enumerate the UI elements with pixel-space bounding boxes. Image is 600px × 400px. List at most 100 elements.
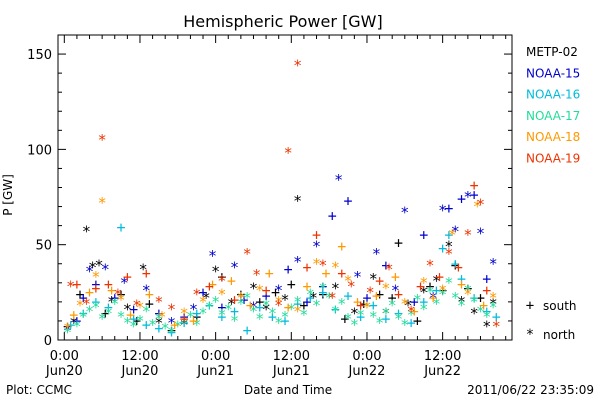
- data-point: +: [255, 299, 264, 317]
- legend-entry: NOAA-16: [526, 88, 580, 102]
- data-point: *: [211, 293, 220, 311]
- data-point: +: [419, 293, 428, 311]
- data-point: *: [312, 238, 321, 256]
- data-point: +: [419, 226, 428, 244]
- data-point: +: [287, 276, 296, 294]
- data-point: *: [79, 308, 88, 326]
- data-point: +: [180, 314, 189, 332]
- data-point: +: [239, 291, 248, 309]
- data-point: *: [331, 302, 340, 320]
- data-point: *: [274, 293, 283, 311]
- data-point: *: [438, 201, 447, 219]
- data-point: +: [375, 272, 384, 290]
- data-point: +: [104, 299, 113, 317]
- data-point: +: [381, 257, 390, 275]
- data-point: +: [192, 304, 201, 322]
- data-point: *: [353, 268, 362, 286]
- data-point: +: [432, 281, 441, 299]
- data-point: +: [337, 264, 346, 282]
- data-point: +: [142, 264, 151, 282]
- data-point: *: [489, 295, 498, 313]
- data-point: +: [362, 289, 371, 307]
- data-point: *: [135, 312, 144, 330]
- data-point: *: [381, 280, 390, 298]
- data-point: +: [470, 186, 479, 204]
- data-point: *: [419, 274, 428, 292]
- data-point: +: [476, 289, 485, 307]
- marker-legend-label: south: [543, 299, 577, 313]
- data-point: *: [173, 318, 182, 336]
- data-point: *: [407, 302, 416, 320]
- data-point: +: [410, 302, 419, 320]
- data-point: *: [463, 226, 472, 244]
- data-point: +: [429, 289, 438, 307]
- y-tick-label: 50: [35, 239, 52, 254]
- data-point: *: [448, 226, 457, 244]
- data-point: *: [63, 320, 72, 338]
- data-point: +: [217, 308, 226, 326]
- data-point: *: [438, 281, 447, 299]
- data-point: *: [211, 262, 220, 280]
- data-point: *: [85, 302, 94, 320]
- data-point: +: [101, 304, 110, 322]
- data-point: +: [372, 287, 381, 305]
- data-point: *: [350, 304, 359, 322]
- data-point: *: [444, 274, 453, 292]
- data-point: *: [217, 306, 226, 324]
- data-point: *: [217, 272, 226, 290]
- data-point: +: [463, 280, 472, 298]
- data-point: +: [142, 316, 151, 334]
- data-point: *: [473, 198, 482, 216]
- data-point: *: [280, 291, 289, 309]
- data-point: *: [381, 304, 390, 322]
- data-point: *: [400, 295, 409, 313]
- data-point: *: [98, 131, 107, 149]
- data-point: +: [154, 304, 163, 322]
- data-point: +: [91, 293, 100, 311]
- data-point: *: [236, 295, 245, 313]
- data-point: *: [192, 316, 201, 334]
- data-point: +: [457, 270, 466, 288]
- data-point: *: [104, 304, 113, 322]
- data-point: +: [129, 310, 138, 328]
- data-point: *: [492, 318, 501, 336]
- data-point: +: [230, 291, 239, 309]
- x-tick-date-label: Jun20: [45, 364, 83, 379]
- data-point: *: [180, 314, 189, 332]
- data-point: *: [98, 194, 107, 212]
- data-point: +: [438, 281, 447, 299]
- data-point: *: [205, 299, 214, 317]
- data-point: *: [249, 299, 258, 317]
- data-point: +: [91, 280, 100, 298]
- data-point: +: [72, 276, 81, 294]
- data-point: *: [123, 301, 132, 319]
- data-point: *: [199, 304, 208, 322]
- data-point: *: [306, 285, 315, 303]
- data-point: +: [331, 301, 340, 319]
- data-points: +*+***+* +*+*+* + * +**+*+ *+*+ *+*+ * + *+ *+*+*+…: [63, 57, 501, 342]
- data-point: *: [369, 270, 378, 288]
- data-point: *: [69, 314, 78, 332]
- marker-legend-symbol: +: [526, 298, 534, 314]
- data-point: *: [82, 222, 91, 240]
- data-point: +: [479, 297, 488, 315]
- data-point: *: [375, 314, 384, 332]
- data-point: +: [85, 283, 94, 301]
- data-point: *: [489, 299, 498, 317]
- data-point: *: [394, 310, 403, 328]
- data-point: *: [249, 302, 258, 320]
- data-point: +: [123, 268, 132, 286]
- data-point: +: [388, 289, 397, 307]
- data-point: +: [470, 177, 479, 195]
- data-point: +: [337, 238, 346, 256]
- data-point: +: [407, 314, 416, 332]
- data-point: +: [170, 316, 179, 334]
- data-point: +: [243, 321, 252, 339]
- legend-entry: NOAA-19: [526, 152, 580, 166]
- data-point: +: [394, 304, 403, 322]
- y-tick-label: 100: [27, 143, 52, 158]
- data-point: *: [91, 299, 100, 317]
- data-point: *: [337, 295, 346, 313]
- data-point: *: [252, 266, 261, 284]
- data-point: +: [451, 255, 460, 273]
